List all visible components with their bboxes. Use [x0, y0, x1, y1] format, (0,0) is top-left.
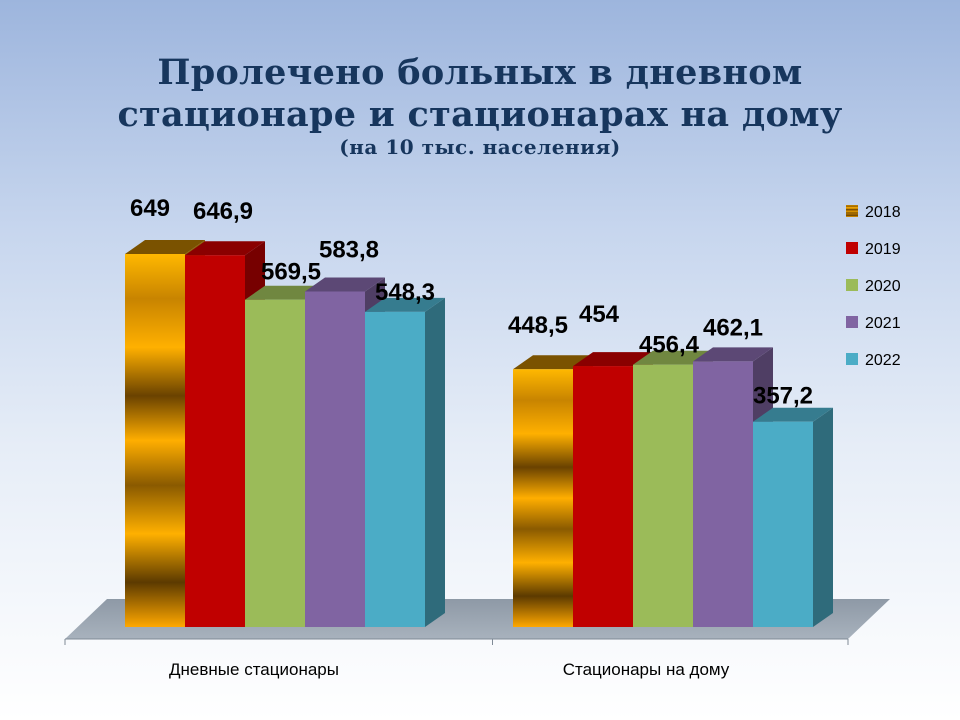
chart-title-line-1: Пролечено больных в дневном — [157, 52, 803, 93]
legend-swatch — [846, 316, 858, 328]
bar-front-face — [305, 291, 365, 627]
legend-entry: 2019 — [865, 241, 901, 258]
bars-group — [125, 240, 833, 627]
legend-swatch — [846, 279, 858, 291]
bar-2022-day-hospital — [365, 297, 445, 627]
data-label: 646,9 — [193, 198, 253, 225]
bar-top-face — [513, 355, 593, 370]
bar-top-face — [125, 240, 205, 254]
data-label: 456,4 — [639, 332, 700, 359]
category-labels-group: Дневные стационары Стационары на дому — [169, 660, 730, 679]
legend: 2018 2019 2020 2021 2022 — [846, 204, 901, 369]
legend-swatch — [846, 353, 858, 365]
bar-side-face — [425, 297, 445, 627]
bar-top-face — [185, 241, 265, 256]
chart-subtitle: (на 10 тыс. населения) — [339, 135, 621, 159]
data-label: 649 — [130, 195, 170, 222]
legend-entry: 2018 — [865, 204, 901, 221]
chart-title-line-2: стационаре и стационарах на дому — [117, 94, 843, 135]
category-label: Стационары на дому — [563, 660, 730, 679]
bar-2022-home-hospital — [753, 407, 833, 627]
bar-top-face — [693, 347, 773, 362]
bar-front-face — [753, 421, 813, 627]
bar-top-face — [633, 350, 713, 365]
bar-front-face — [633, 364, 693, 627]
data-label: 548,3 — [375, 279, 435, 306]
bar-front-face — [245, 299, 305, 627]
category-label: Дневные стационары — [169, 660, 339, 679]
data-label: 569,5 — [261, 259, 321, 286]
bar-front-face — [573, 366, 633, 627]
legend-entry: 2021 — [865, 315, 901, 332]
bar-front-face — [513, 369, 573, 627]
bar-top-face — [305, 277, 385, 292]
data-label: 357,2 — [753, 383, 813, 410]
data-label: 448,5 — [508, 312, 568, 339]
legend-swatch — [846, 205, 858, 217]
bar-top-face — [573, 352, 653, 367]
bar-top-face — [365, 297, 445, 312]
data-label: 462,1 — [703, 314, 763, 341]
bar-front-face — [365, 311, 425, 627]
chart-title-block: Пролечено больных в дневном стационаре и… — [0, 52, 960, 158]
bar-top-face — [753, 407, 833, 422]
bar-front-face — [125, 254, 185, 627]
bar-side-face — [813, 407, 833, 627]
legend-entry: 2022 — [865, 352, 901, 369]
data-label: 583,8 — [319, 236, 379, 263]
bar-front-face — [185, 255, 245, 627]
legend-swatch — [846, 242, 858, 254]
legend-entry: 2020 — [865, 278, 901, 295]
data-label: 454 — [579, 301, 620, 328]
bar-front-face — [693, 361, 753, 627]
